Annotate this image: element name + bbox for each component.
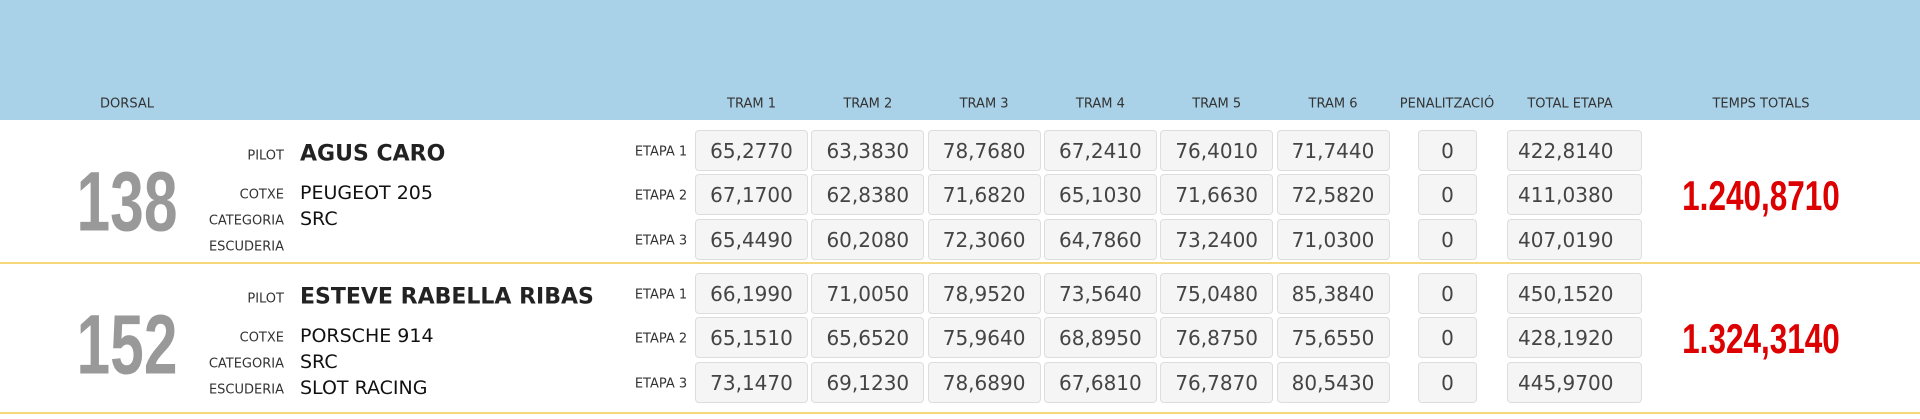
total-time: 1.324,3140 — [1682, 315, 1840, 362]
cotxe-label: COTXE — [239, 330, 284, 346]
cotxe-label: COTXE — [239, 187, 284, 203]
tram-time: 69,1230 — [811, 362, 925, 403]
tram-time: 73,1470 — [695, 362, 808, 403]
escuderia-label: ESCUDERIA — [208, 239, 284, 255]
tram-time: 65,4490 — [695, 219, 808, 260]
tram-time: 71,7440 — [1276, 130, 1390, 171]
header-label: TRAM 2 — [843, 96, 893, 112]
categoria-label: CATEGORIA — [208, 213, 284, 229]
tram-time: 75,0480 — [1160, 273, 1274, 314]
total-time: 1.240,8710 — [1682, 172, 1840, 219]
tram-time: 78,9520 — [927, 273, 1041, 314]
header-label: TRAM 1 — [727, 96, 776, 112]
cotxe-value: PORSCHE 914 — [300, 325, 434, 347]
header-band — [0, 0, 1920, 120]
header-label: TOTAL ETAPA — [1527, 96, 1613, 112]
stage-label: ETAPA 2 — [634, 188, 688, 204]
tram-time: 66,1990 — [695, 273, 808, 314]
tram-time: 76,7870 — [1160, 362, 1274, 403]
tram-time: 76,8750 — [1160, 317, 1274, 358]
tram-time: 65,1510 — [695, 317, 808, 358]
tram-time: 65,2770 — [695, 130, 808, 171]
tram-time: 67,6810 — [1043, 362, 1157, 403]
escuderia-label: ESCUDERIA — [208, 382, 284, 398]
tram-time: 75,6550 — [1276, 317, 1390, 358]
tram-time: 71,0300 — [1276, 219, 1390, 260]
tram-time: 78,7680 — [927, 130, 1041, 171]
stage-total: 450,1520 — [1507, 273, 1642, 314]
dorsal-number: 138 — [76, 154, 178, 249]
row-divider — [0, 412, 1920, 414]
penalty: 0 — [1418, 317, 1477, 358]
tram-time: 62,8380 — [811, 174, 925, 215]
stage-total: 407,0190 — [1507, 219, 1642, 260]
stage-label: ETAPA 2 — [634, 331, 688, 347]
stage-total: 411,0380 — [1507, 174, 1642, 215]
pilot-value: AGUS CARO — [300, 141, 446, 167]
penalty: 0 — [1418, 273, 1477, 314]
tram-time: 71,6820 — [927, 174, 1041, 215]
header-label: TRAM 3 — [959, 96, 1009, 112]
tram-time: 72,3060 — [927, 219, 1041, 260]
penalty: 0 — [1418, 219, 1477, 260]
header-label: TRAM 6 — [1308, 96, 1358, 112]
escuderia-value: SLOT RACING — [300, 377, 428, 399]
stage-label: ETAPA 3 — [634, 376, 688, 392]
tram-time: 73,2400 — [1160, 219, 1274, 260]
categoria-label: CATEGORIA — [208, 356, 284, 372]
header-label: TRAM 5 — [1192, 96, 1242, 112]
tram-time: 71,0050 — [811, 273, 925, 314]
stage-total: 422,8140 — [1507, 130, 1642, 171]
tram-time: 78,6890 — [927, 362, 1041, 403]
tram-time: 67,1700 — [695, 174, 808, 215]
tram-time: 65,6520 — [811, 317, 925, 358]
stage-label: ETAPA 3 — [634, 233, 688, 249]
pilot-label: PILOT — [247, 291, 284, 307]
tram-time: 68,8950 — [1043, 317, 1157, 358]
tram-time: 85,3840 — [1276, 273, 1390, 314]
pilot-label: PILOT — [247, 148, 284, 164]
header-label: PENALITZACIÓ — [1399, 96, 1495, 112]
tram-time: 65,1030 — [1043, 174, 1157, 215]
dorsal-number: 152 — [76, 297, 178, 392]
header-label: TRAM 4 — [1075, 96, 1125, 112]
categoria-value: SRC — [300, 208, 338, 230]
categoria-value: SRC — [300, 351, 338, 373]
header-label: DORSAL — [100, 96, 154, 112]
row-divider — [0, 262, 1920, 264]
tram-time: 80,5430 — [1276, 362, 1390, 403]
stage-label: ETAPA 1 — [634, 287, 688, 303]
tram-time: 60,2080 — [811, 219, 925, 260]
tram-time: 73,5640 — [1043, 273, 1157, 314]
tram-time: 64,7860 — [1043, 219, 1157, 260]
tram-time: 76,4010 — [1160, 130, 1274, 171]
cotxe-value: PEUGEOT 205 — [300, 182, 433, 204]
stage-total: 445,9700 — [1507, 362, 1642, 403]
header-label: TEMPS TOTALS — [1712, 96, 1810, 112]
pilot-value: ESTEVE RABELLA RIBAS — [300, 284, 594, 310]
tram-time: 72,5820 — [1276, 174, 1390, 215]
stage-label: ETAPA 1 — [634, 144, 688, 160]
tram-time: 67,2410 — [1043, 130, 1157, 171]
penalty: 0 — [1418, 362, 1477, 403]
tram-time: 63,3830 — [811, 130, 925, 171]
penalty: 0 — [1418, 174, 1477, 215]
stage-total: 428,1920 — [1507, 317, 1642, 358]
tram-time: 71,6630 — [1160, 174, 1274, 215]
penalty: 0 — [1418, 130, 1477, 171]
tram-time: 75,9640 — [927, 317, 1041, 358]
